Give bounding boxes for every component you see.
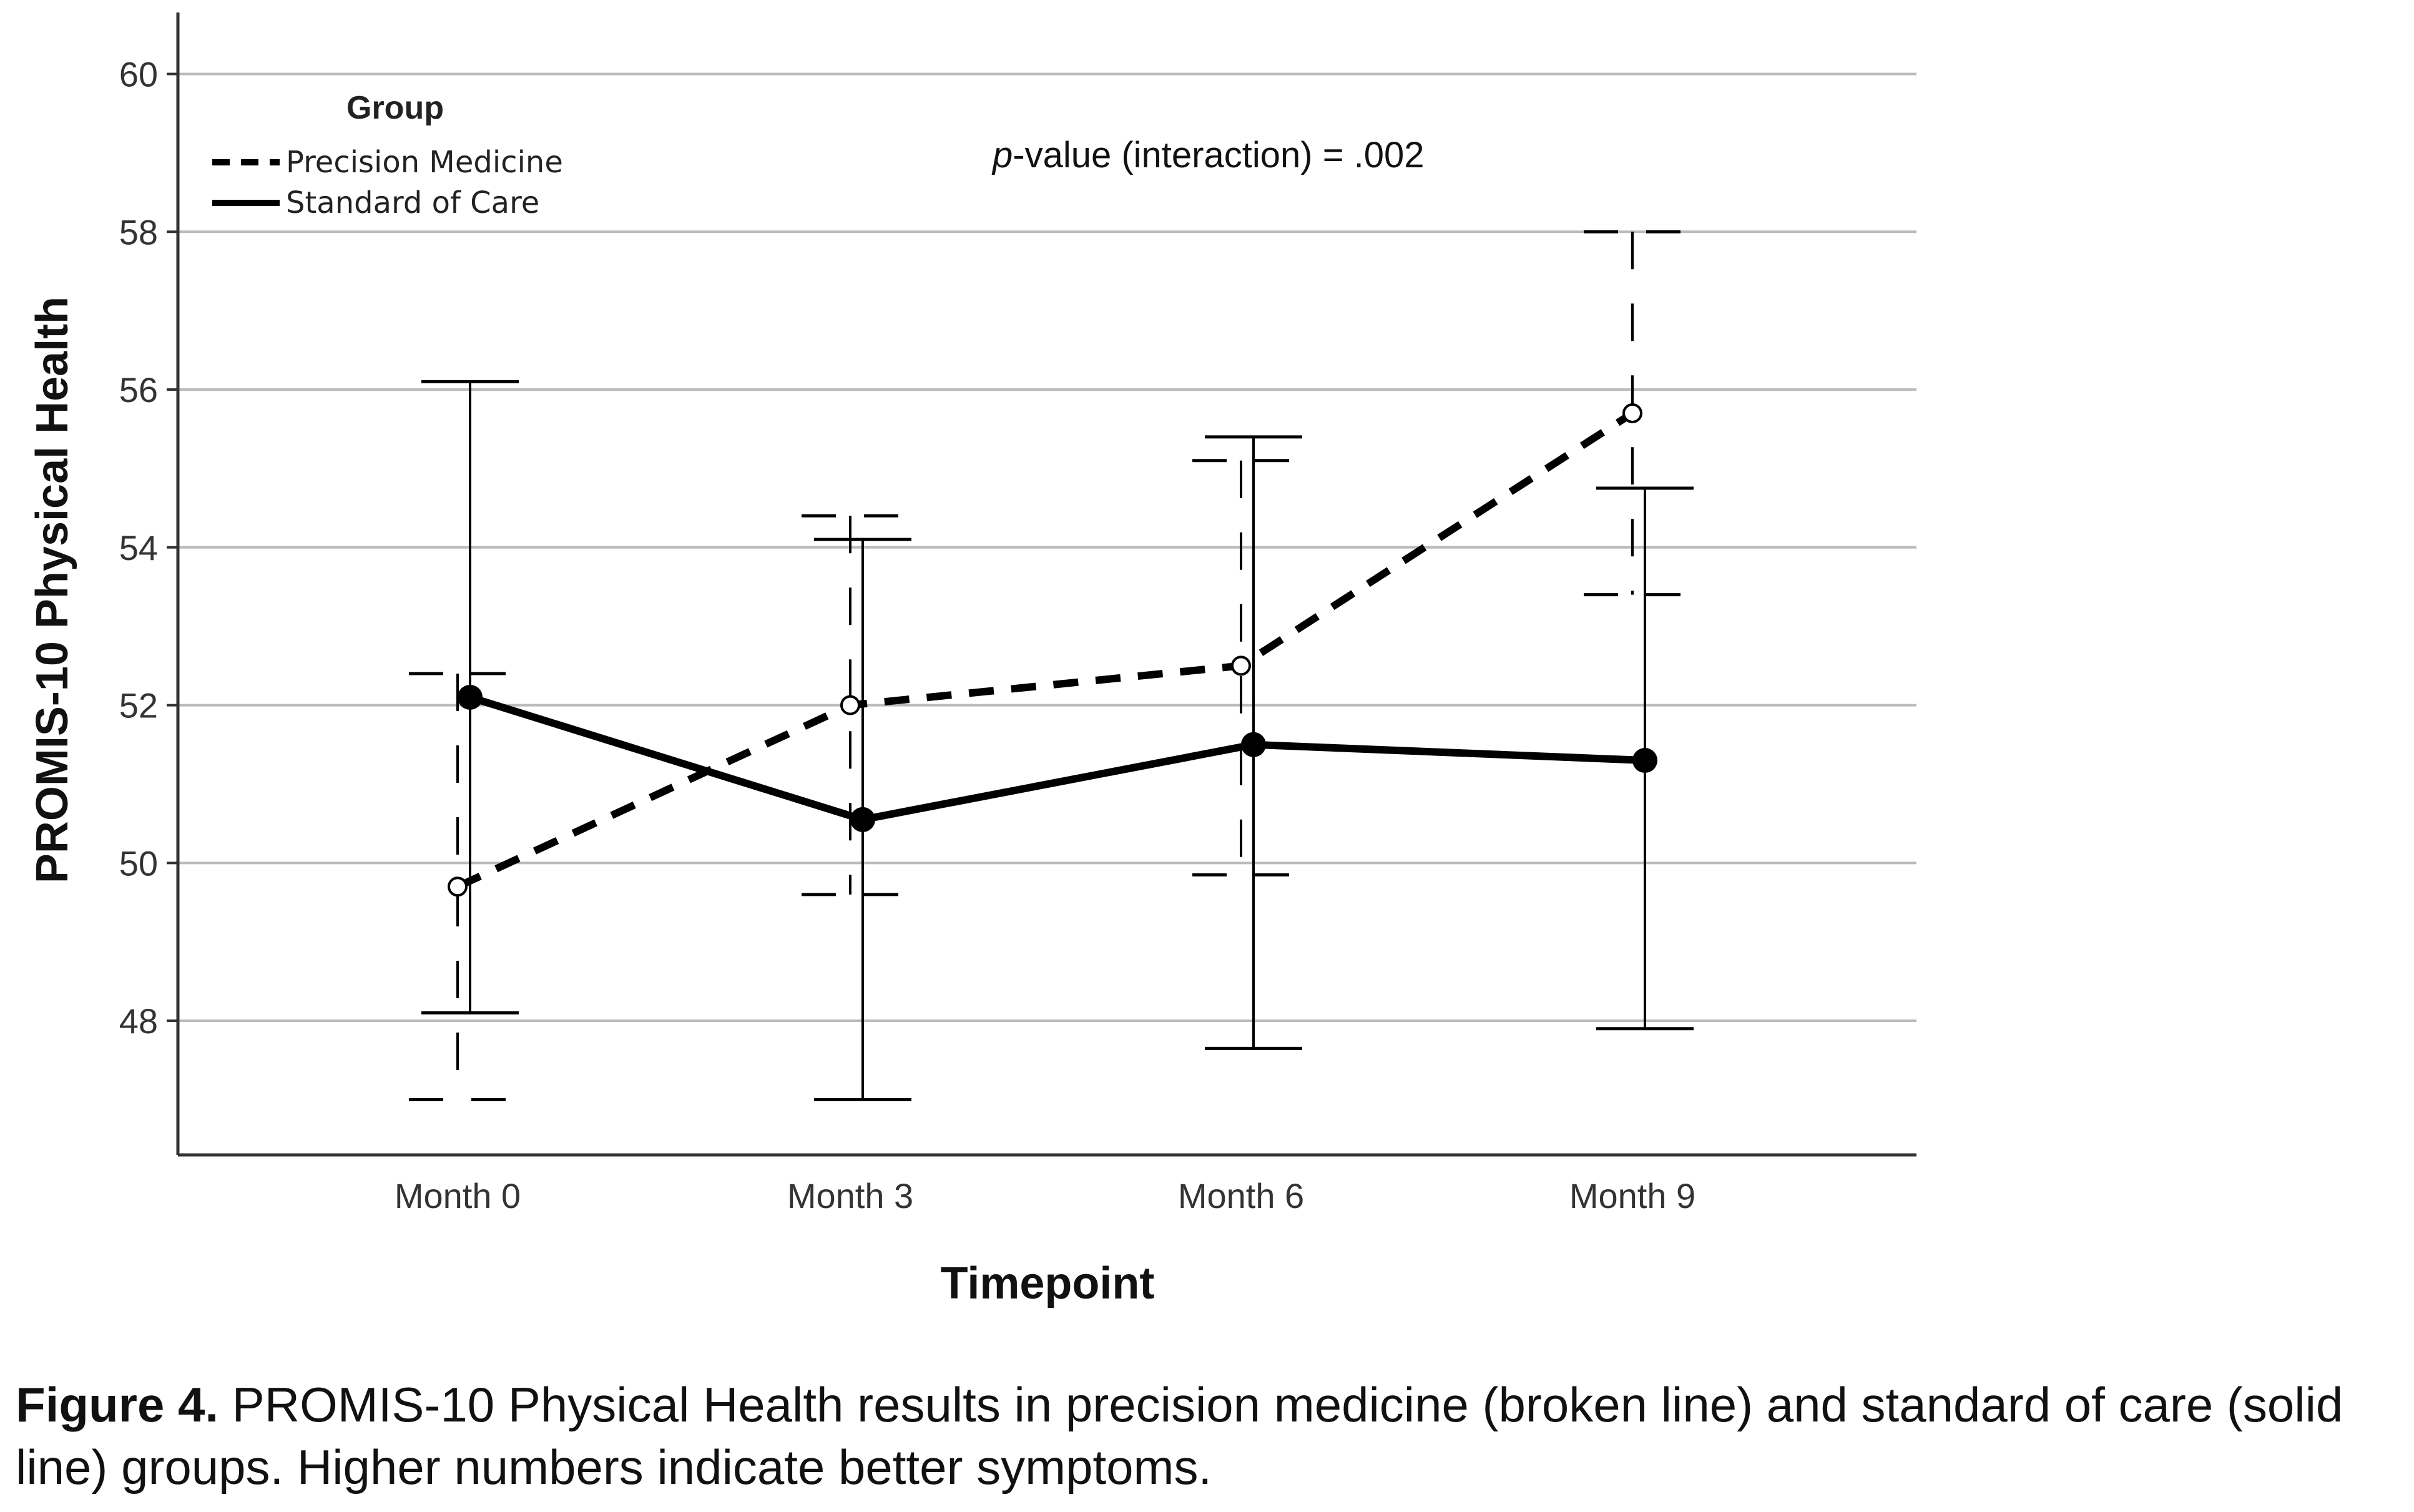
- x-tick-label-month-3: Month 3: [787, 1176, 913, 1215]
- point-standard-of-care-1: [850, 807, 875, 832]
- y-tick-label-58: 58: [119, 212, 158, 252]
- point-standard-of-care-2: [1241, 732, 1266, 757]
- legend: Group Precision Medicine Standard of Car…: [212, 90, 563, 220]
- point-precision-medicine-2: [1231, 655, 1251, 676]
- y-tick-label-54: 54: [119, 528, 158, 567]
- x-tick-label-month-9: Month 9: [1569, 1176, 1695, 1215]
- point-standard-of-care-0: [458, 684, 483, 710]
- p-value-italic-p: p: [991, 135, 1013, 175]
- data-series: [409, 230, 1694, 1102]
- line-precision-medicine: [456, 410, 1635, 890]
- x-tick-labels: Month 0 Month 3 Month 6 Month 9: [395, 1176, 1695, 1215]
- y-tick-label-52: 52: [119, 686, 158, 725]
- point-standard-of-care-3: [1632, 748, 1657, 773]
- figure-label: Figure 4.: [16, 1377, 219, 1432]
- y-tick-label-60: 60: [119, 54, 158, 94]
- y-tick-label-50: 50: [119, 843, 158, 883]
- axes: [167, 12, 1916, 1157]
- series-precision-medicine: [409, 230, 1681, 1102]
- line-standard-of-care: [469, 694, 1646, 823]
- legend-title: Group: [346, 90, 444, 126]
- x-tick-label-month-6: Month 6: [1178, 1176, 1304, 1215]
- x-axis-title: Timepoint: [941, 1259, 1155, 1308]
- y-tick-label-48: 48: [119, 1001, 158, 1041]
- x-tick-label-month-0: Month 0: [395, 1176, 521, 1215]
- y-axis-title: PROMIS-10 Physical Health: [27, 297, 77, 883]
- point-precision-medicine-3: [1622, 403, 1642, 423]
- series-standard-of-care: [421, 380, 1694, 1102]
- point-precision-medicine-1: [840, 695, 860, 715]
- figure-caption: Figure 4. PROMIS-10 Physical Health resu…: [16, 1373, 2407, 1498]
- y-tick-label-56: 56: [119, 370, 158, 410]
- p-value-text: -value (interaction) = .002: [1013, 135, 1424, 175]
- legend-label-standard-of-care: Standard of Care: [286, 185, 539, 220]
- point-precision-medicine-0: [448, 876, 468, 897]
- legend-label-precision-medicine: Precision Medicine: [286, 145, 563, 180]
- p-value-annotation: p-value (interaction) = .002: [991, 135, 1425, 175]
- y-tick-labels: 48 50 52 54 56 58 60: [119, 54, 158, 1041]
- caption-text: PROMIS-10 Physical Health results in pre…: [16, 1377, 2343, 1495]
